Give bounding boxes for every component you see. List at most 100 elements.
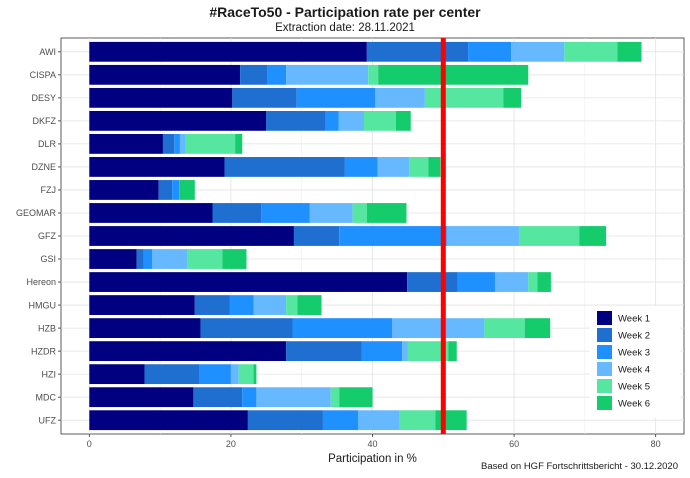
- y-tick-label: HZB: [38, 323, 56, 333]
- legend-label: Week 6: [618, 399, 650, 410]
- legend-key: [597, 396, 612, 410]
- legend-key: [597, 362, 612, 376]
- chart-subtitle: Extraction date: 28.11.2021: [275, 22, 415, 34]
- bar-segment: [617, 41, 642, 62]
- bars: [89, 41, 642, 431]
- legend-label: Week 5: [618, 382, 650, 393]
- bar-segment: [468, 41, 512, 62]
- bar-segment: [435, 410, 467, 431]
- bar-segment: [261, 203, 310, 223]
- bar-segment: [266, 110, 326, 131]
- bar-segment: [89, 295, 195, 315]
- bar-segment: [200, 318, 293, 338]
- bar-segment: [143, 249, 153, 269]
- bar-segment: [579, 226, 607, 246]
- bar-segment: [162, 134, 175, 154]
- bar-segment: [89, 226, 294, 246]
- x-tick-label: 60: [509, 439, 519, 449]
- y-tick-label: HMGU: [29, 300, 57, 310]
- bar-segment: [230, 364, 239, 385]
- bar-segment: [528, 272, 538, 292]
- y-tick-label: FZJ: [41, 185, 57, 195]
- y-tick-label: HZDR: [31, 346, 56, 356]
- bar-segment: [222, 249, 247, 269]
- bar-segment: [292, 318, 393, 338]
- bar-segment: [358, 410, 400, 431]
- bar-segment: [564, 41, 618, 62]
- legend-label: Week 4: [618, 365, 650, 376]
- bar-segment: [448, 341, 457, 362]
- x-tick-label: 0: [87, 439, 92, 449]
- chart-caption: Based on HGF Fortschrittsbericht - 30.12…: [481, 461, 678, 472]
- bar-segment: [144, 364, 200, 385]
- bar-segment: [457, 272, 495, 292]
- bar-segment: [185, 134, 236, 154]
- y-tick-label: MDC: [36, 392, 57, 402]
- bar-segment: [407, 272, 458, 292]
- bar-segment: [409, 157, 429, 177]
- bar-segment: [238, 364, 254, 385]
- bar-segment: [193, 387, 243, 408]
- bar-segment: [224, 157, 345, 177]
- bar-segment: [253, 295, 287, 315]
- bar-segment: [286, 295, 298, 315]
- y-tick-label: Hereon: [26, 277, 56, 287]
- bar-segment: [172, 180, 180, 200]
- bar-segment: [428, 157, 441, 177]
- bar-segment: [136, 249, 144, 269]
- bar-segment: [524, 318, 551, 338]
- bar-segment: [446, 226, 520, 246]
- legend-key: [597, 345, 612, 359]
- bar-segment: [407, 341, 449, 362]
- bar-segment: [256, 387, 331, 408]
- bar-segment: [339, 387, 373, 408]
- bar-segment: [378, 64, 529, 85]
- bar-segment: [325, 110, 339, 131]
- bar-segment: [89, 87, 233, 108]
- bar-segment: [399, 410, 436, 431]
- bar-segment: [519, 226, 580, 246]
- bar-segment: [247, 410, 323, 431]
- legend: Week 1 Week 2 Week 3 Week 4 Week 5 Week 6: [590, 306, 680, 418]
- bar-segment: [232, 87, 297, 108]
- bar-segment: [89, 249, 137, 269]
- bar-segment: [89, 387, 194, 408]
- bar-segment: [242, 387, 257, 408]
- x-tick-label: 20: [226, 439, 236, 449]
- y-tick-label: DZNE: [32, 162, 57, 172]
- bar-segment: [377, 157, 410, 177]
- bar-segment: [364, 110, 396, 131]
- legend-label: Week 1: [618, 314, 650, 325]
- bar-segment: [89, 110, 267, 131]
- bar-segment: [503, 87, 522, 108]
- bar-segment: [338, 110, 365, 131]
- bar-segment: [89, 41, 367, 62]
- bar-segment: [179, 134, 186, 154]
- bar-segment: [368, 64, 379, 85]
- bar-segment: [240, 64, 268, 85]
- bar-segment: [229, 295, 254, 315]
- bar-segment: [89, 157, 225, 177]
- chart-title: #RaceTo50 - Participation rate per cente…: [209, 4, 481, 20]
- legend-label: Week 2: [618, 331, 650, 342]
- bar-segment: [392, 318, 485, 338]
- bar-segment: [309, 203, 353, 223]
- bar-segment: [89, 64, 241, 85]
- bar-segment: [424, 87, 504, 108]
- bar-segment: [484, 318, 525, 338]
- y-tick-label: DESY: [31, 93, 56, 103]
- bar-segment: [89, 180, 159, 200]
- bar-segment: [366, 203, 407, 223]
- y-tick-label: GEOMAR: [16, 208, 57, 218]
- bar-segment: [187, 249, 223, 269]
- bar-segment: [366, 41, 469, 62]
- bar-segment: [199, 364, 231, 385]
- y-tick-label: GSI: [40, 254, 56, 264]
- bar-segment: [537, 272, 551, 292]
- y-tick-label: HZI: [42, 369, 57, 379]
- bar-segment: [194, 295, 230, 315]
- x-tick-label: 80: [651, 439, 661, 449]
- x-axis-title: Participation in %: [328, 453, 417, 465]
- bar-segment: [89, 410, 248, 431]
- y-tick-label: AWI: [39, 47, 56, 57]
